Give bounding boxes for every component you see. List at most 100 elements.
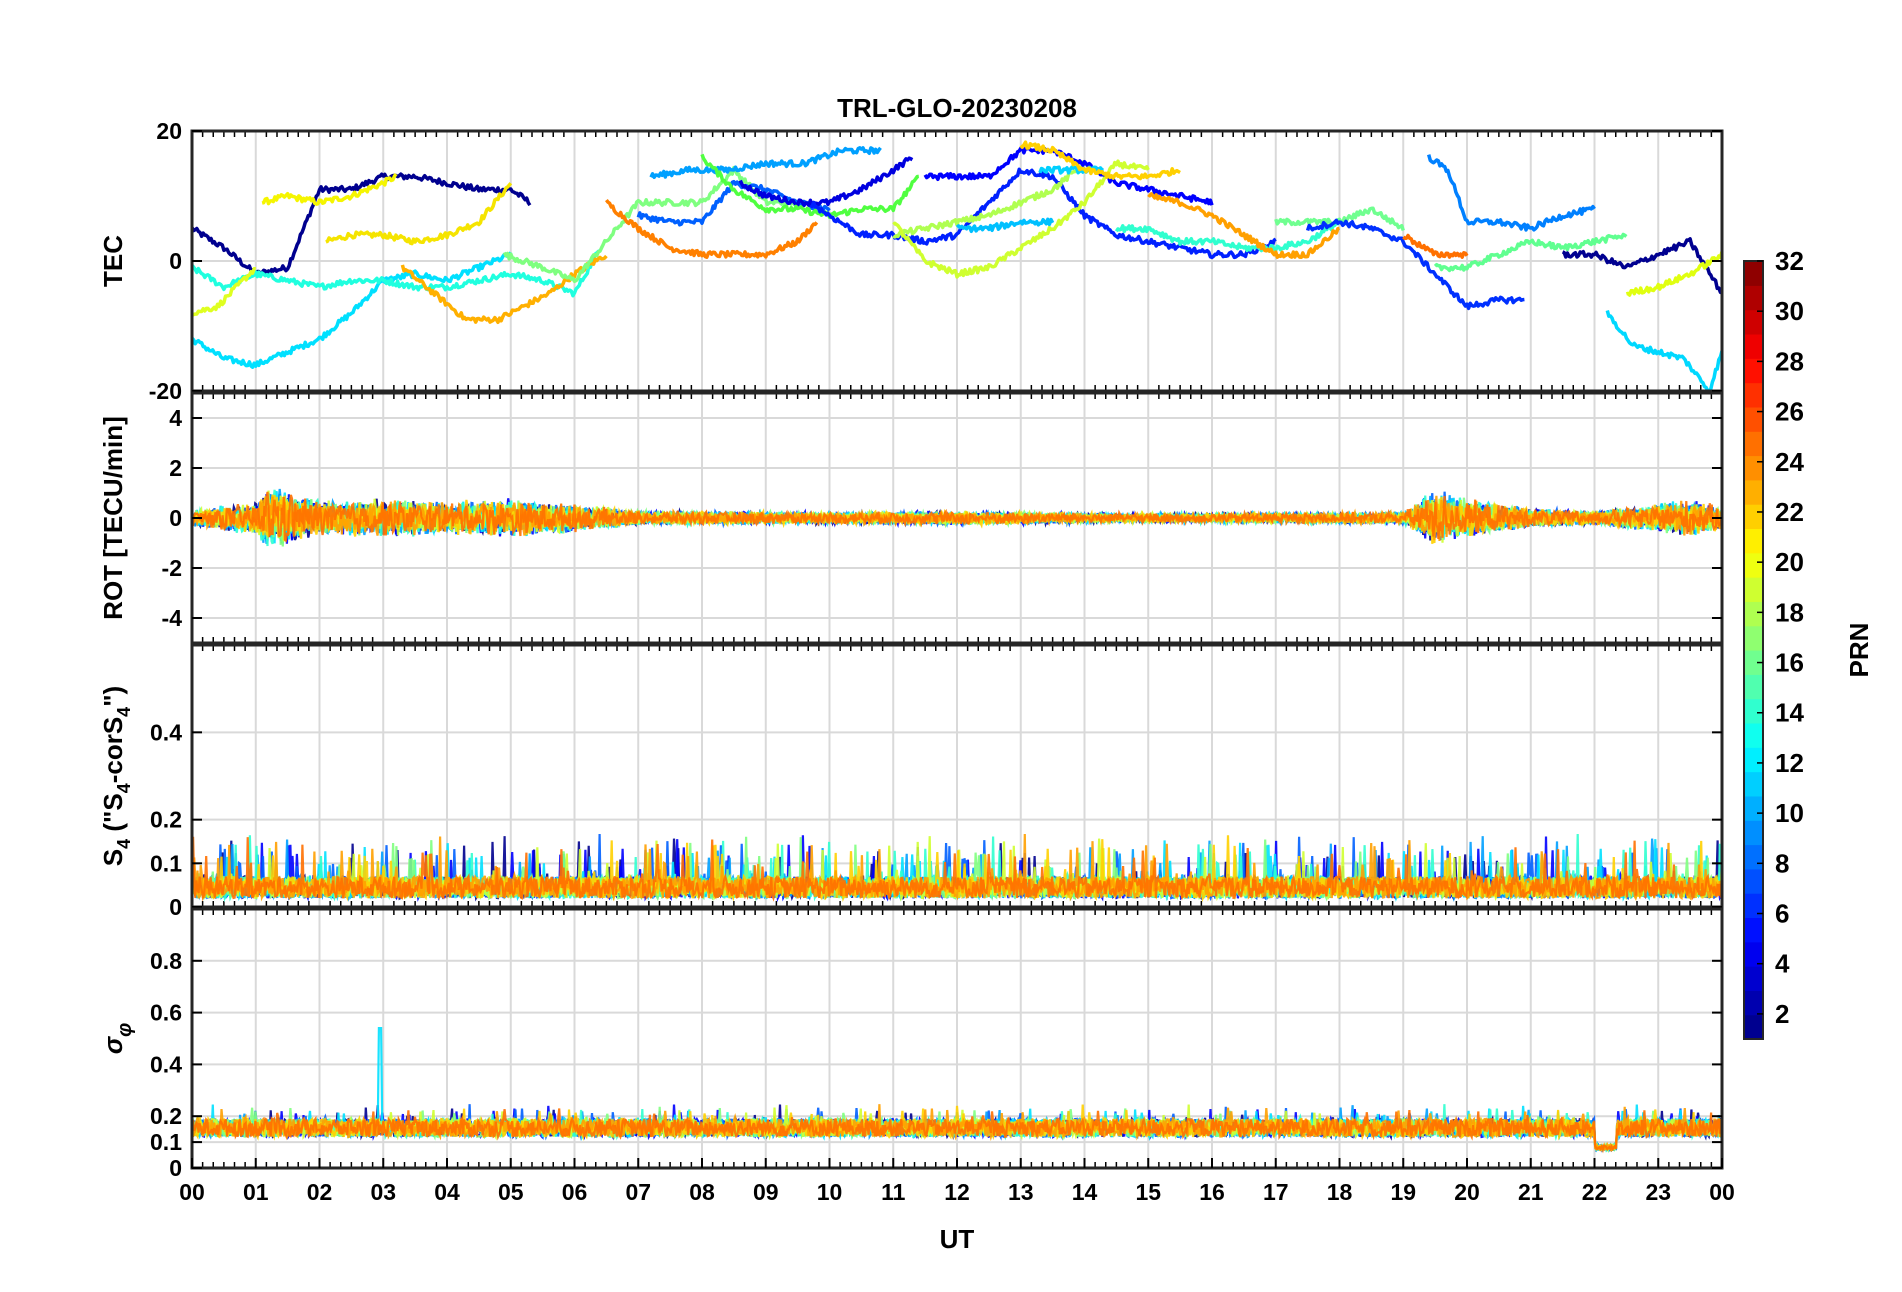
tec-series-prn-2 xyxy=(1561,237,1722,295)
rot-y-axis-label: ROT [TECU/min] xyxy=(98,416,128,620)
colorbar-band xyxy=(1744,431,1763,457)
x-tick-label: 16 xyxy=(1199,1179,1225,1205)
y-tick-label: 0.2 xyxy=(150,1103,182,1129)
tec-series-prn-16 xyxy=(502,165,799,284)
colorbar-band xyxy=(1744,504,1763,530)
tec-series-prn-14 xyxy=(1114,220,1341,253)
y-tick-label: 0.4 xyxy=(150,1051,182,1077)
colorbar-band xyxy=(1744,990,1763,1016)
x-tick-label: 13 xyxy=(1008,1179,1034,1205)
colorbar-band xyxy=(1744,601,1763,627)
colorbar-band xyxy=(1744,722,1763,748)
y-tick-label: 0.6 xyxy=(150,1000,182,1026)
colorbar-band xyxy=(1744,309,1763,335)
y-tick-label: 2 xyxy=(169,455,182,481)
x-tick-label: 06 xyxy=(562,1179,588,1205)
y-tick-label: 0.1 xyxy=(150,850,182,876)
tec-plot-area xyxy=(192,140,1722,391)
y-tick-label: -2 xyxy=(162,555,182,581)
tec-series-prn-11 xyxy=(1605,310,1722,391)
x-tick-label: 10 xyxy=(817,1179,843,1205)
rot-panel: -4 -2 0 2 4 ROT [TECU/min] xyxy=(98,391,1724,645)
colorbar-tick-label: 18 xyxy=(1775,597,1804,627)
y-tick-label: 0.4 xyxy=(150,719,182,745)
tec-series-prn-23 xyxy=(1147,192,1340,260)
s4-series xyxy=(192,836,1722,902)
x-tick-label: 19 xyxy=(1390,1179,1416,1205)
colorbar-band xyxy=(1744,966,1763,991)
tec-series-prn-20 xyxy=(261,173,398,206)
x-tick-label: 02 xyxy=(307,1179,333,1205)
colorbar-tick-label: 32 xyxy=(1775,246,1804,276)
x-tick-label: 08 xyxy=(689,1179,715,1205)
colorbar-tick-label: 14 xyxy=(1775,698,1804,728)
x-tick-label: 20 xyxy=(1454,1179,1480,1205)
x-tick-label: 23 xyxy=(1645,1179,1671,1205)
tec-series-prn-24 xyxy=(605,199,819,259)
colorbar-band xyxy=(1744,333,1763,359)
tec-series-prn-13 xyxy=(192,249,601,298)
x-tick-label: 15 xyxy=(1135,1179,1161,1205)
tec-series-prn-2 xyxy=(192,172,532,277)
tec-series-prn-24 xyxy=(1402,233,1469,259)
colorbar-band xyxy=(1744,868,1763,894)
x-axis: 00 01 02 03 04 05 06 07 08 09 10 11 12 13 14 15 16 17 18 19… xyxy=(179,1158,1735,1205)
tec-series-prn-4 xyxy=(923,146,1214,206)
colorbar-tick-label: 22 xyxy=(1775,497,1804,527)
tec-series-prn-15 xyxy=(1433,232,1628,273)
x-tick-label: 22 xyxy=(1582,1179,1608,1205)
y-tick-label: 4 xyxy=(169,405,182,431)
colorbar-band xyxy=(1744,1014,1763,1040)
y-tick-label: 0.2 xyxy=(150,807,182,833)
colorbar-band xyxy=(1744,771,1763,797)
x-tick-label: 00 xyxy=(179,1179,205,1205)
colorbar-band xyxy=(1744,285,1763,311)
tec-series-prn-17 xyxy=(892,160,1087,239)
x-tick-label: 09 xyxy=(753,1179,779,1205)
tec-series-prn-22 xyxy=(400,254,608,325)
colorbar-band xyxy=(1744,382,1763,408)
tec-series-prn-8 xyxy=(1427,154,1596,232)
colorbar-band xyxy=(1744,552,1763,578)
s4-y-axis-label: S4 ("S4-corS4") xyxy=(98,686,134,866)
colorbar-tick-label: 28 xyxy=(1775,346,1804,376)
colorbar-band xyxy=(1744,747,1763,773)
tec-series-prn-19 xyxy=(192,266,256,317)
tec-series-prn-19 xyxy=(1625,251,1722,297)
x-tick-label: 04 xyxy=(434,1179,460,1205)
colorbar-tick-label: 24 xyxy=(1775,447,1804,477)
s4-plot-area xyxy=(192,833,1722,903)
tec-grid xyxy=(191,130,1723,392)
colorbar-band xyxy=(1744,844,1763,870)
x-tick-label: 14 xyxy=(1072,1179,1098,1205)
sigma-phi-panel: 00.10.2 0.4 0.6 0.8 σφ xyxy=(98,907,1724,1181)
tec-series-prn-16 xyxy=(1274,206,1405,231)
tec-series-prn-12 xyxy=(192,251,513,369)
x-tick-label: 11 xyxy=(881,1179,906,1205)
colorbar-band xyxy=(1744,479,1763,505)
colorbar-band xyxy=(1744,674,1763,700)
x-tick-label: 18 xyxy=(1327,1179,1353,1205)
colorbar-tick-label: 30 xyxy=(1775,296,1804,326)
x-tick-label: 00 xyxy=(1709,1179,1735,1205)
y-tick-label: 0 xyxy=(169,894,182,920)
x-tick-label: 03 xyxy=(370,1179,396,1205)
colorbar-band xyxy=(1744,820,1763,846)
y-tick-label: -20 xyxy=(149,378,182,404)
y-tick-label: 0 xyxy=(169,1155,182,1181)
tec-panel: -20 0 20 TEC xyxy=(98,118,1724,404)
x-tick-label: 21 xyxy=(1518,1179,1544,1205)
rot-series xyxy=(192,491,1722,543)
colorbar-band xyxy=(1744,650,1763,675)
colorbar-tick-label: 12 xyxy=(1775,748,1804,778)
x-tick-label: 01 xyxy=(243,1179,269,1205)
x-tick-label: 12 xyxy=(944,1179,970,1205)
colorbar-tick-label: 6 xyxy=(1775,899,1789,929)
sigma-phi-series xyxy=(192,1108,1722,1154)
colorbar-band xyxy=(1744,941,1763,967)
colorbar-band xyxy=(1744,917,1763,943)
colorbar-band xyxy=(1744,528,1763,554)
tec-series-prn-6 xyxy=(1305,218,1525,311)
colorbar-label: PRN xyxy=(1844,623,1874,678)
rot-plot-area xyxy=(192,488,1722,547)
